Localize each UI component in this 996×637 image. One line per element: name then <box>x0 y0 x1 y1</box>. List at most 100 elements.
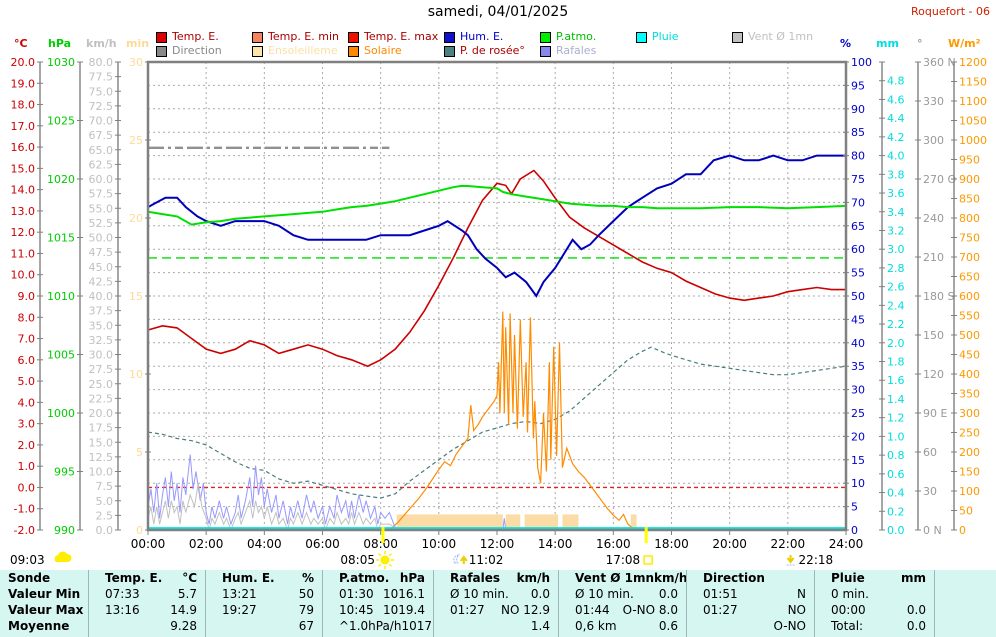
table-cell-row: 01:44 O-NO 8.0 <box>559 602 686 618</box>
event-marker-1708: 17:08 <box>606 527 653 567</box>
table-column-rafales: Rafales km/h Ø 10 min. 0.0 01:27 NO 12.9 1.4 <box>433 570 558 637</box>
cell-value <box>926 586 934 602</box>
legend-item-temp-e-max[interactable]: Temp. E. max <box>348 31 444 43</box>
unit-celsius: °C <box>14 37 28 50</box>
svg-text:0 N: 0 N <box>923 524 942 537</box>
column-name: Pluie <box>831 571 865 585</box>
table-cell-row: 00:00 0.0 <box>815 602 934 618</box>
table-cell-row: Ø 10 min. 0.0 <box>434 586 558 602</box>
svg-text:-1.0: -1.0 <box>14 503 35 516</box>
svg-text:15: 15 <box>851 454 865 467</box>
svg-text:12:00: 12:00 <box>480 537 515 551</box>
svg-text:400: 400 <box>959 368 980 381</box>
legend-item-p-de-ros-e-[interactable]: P. de rosée° <box>444 45 540 57</box>
legend-item-temp-e-[interactable]: Temp. E. <box>156 31 252 43</box>
svg-text:22.5: 22.5 <box>89 392 114 405</box>
cell-time: 13:21 <box>222 587 257 601</box>
cell-value: O-NO <box>773 619 806 633</box>
legend-swatch-icon <box>348 45 359 57</box>
svg-text:09:03: 09:03 <box>10 553 45 567</box>
table-cell-row: 01:27 NO 12.9 <box>434 602 558 618</box>
svg-text:35.0: 35.0 <box>89 319 114 332</box>
legend-item-vent-1mn[interactable]: Vent Ø 1mn <box>732 31 828 43</box>
svg-text:25: 25 <box>851 407 865 420</box>
cell-value: 9.28 <box>170 619 197 633</box>
cell-value: O-NO 8.0 <box>622 603 678 617</box>
svg-text:1050: 1050 <box>959 115 987 128</box>
cell-time: 10:45 <box>339 603 374 617</box>
table-column-header: Vent Ø 1mn km/h <box>559 570 686 586</box>
svg-text:95: 95 <box>851 79 865 92</box>
svg-text:100: 100 <box>851 56 872 69</box>
axis-min: 0 5 10 15 20 25 30 <box>129 56 151 537</box>
svg-text:0.0: 0.0 <box>887 524 905 537</box>
table-cell-row: 01:30 1016.1 <box>323 586 433 602</box>
svg-text:06:00: 06:00 <box>305 537 340 551</box>
svg-text:4.2: 4.2 <box>887 131 905 144</box>
svg-text:18:00: 18:00 <box>654 537 689 551</box>
svg-text:10.0: 10.0 <box>11 269 36 282</box>
svg-text:4.8: 4.8 <box>887 75 905 88</box>
svg-text:300: 300 <box>923 134 944 147</box>
legend-item-hum-e-[interactable]: Hum. E. <box>444 31 540 43</box>
svg-text:4.0: 4.0 <box>18 396 36 409</box>
svg-text:67.5: 67.5 <box>89 129 114 142</box>
cell-time: 07:33 <box>105 587 140 601</box>
svg-text:-2.0: -2.0 <box>14 524 35 537</box>
legend-label: Rafales <box>556 44 597 57</box>
svg-text:100: 100 <box>959 485 980 498</box>
table-cell-row: O-NO <box>687 618 814 634</box>
legend-label: Temp. E. min <box>268 30 339 43</box>
table-column-header: P.atmo. hPa <box>323 570 433 586</box>
svg-text:650: 650 <box>959 271 980 284</box>
statistics-table: Sonde Valeur Min Valeur Max Moyenne Temp. E.… <box>0 570 996 637</box>
svg-text:55: 55 <box>851 267 865 280</box>
cell-time: 01:30 <box>339 587 374 601</box>
svg-text:15.0: 15.0 <box>11 162 36 175</box>
svg-text:5.0: 5.0 <box>96 495 114 508</box>
table-cell-row: 01:51 N <box>687 586 814 602</box>
svg-text:2.6: 2.6 <box>887 281 905 294</box>
axis-dir: 0 N 30 60 90 E 120 150 180 S 210 240 270 O 300 330 3… <box>915 56 956 537</box>
legend-item-p-atmo-[interactable]: P.atmo. <box>540 31 636 43</box>
svg-text:20: 20 <box>851 430 865 443</box>
legend-item-temp-e-min[interactable]: Temp. E. min <box>252 31 348 43</box>
event-marker-0805: 08:05 <box>340 527 394 569</box>
svg-text:13.0: 13.0 <box>11 205 36 218</box>
svg-text:57.5: 57.5 <box>89 188 114 201</box>
weather-plot: -2.0 -1.0 0.0 1.0 2.0 3.0 4.0 5.0 6.0 7.0 8.0 9.0 10… <box>10 56 987 569</box>
svg-text:11.0: 11.0 <box>11 247 36 260</box>
legend-swatch-icon <box>348 31 359 43</box>
legend-swatch-icon <box>156 45 167 57</box>
svg-text:360 N: 360 N <box>923 56 956 69</box>
legend-item-ensoleilleme[interactable]: Ensoleilleme <box>252 45 348 57</box>
svg-text:22:00: 22:00 <box>771 537 806 551</box>
series-hum-e- <box>147 154 846 298</box>
legend-item-rafales[interactable]: Rafales <box>540 45 636 57</box>
svg-text:25: 25 <box>129 134 143 147</box>
svg-text:14.0: 14.0 <box>11 184 36 197</box>
table-cell-row: 07:33 5.7 <box>89 586 205 602</box>
svg-text:900: 900 <box>959 173 980 186</box>
svg-text:1000: 1000 <box>47 407 75 420</box>
svg-text:600: 600 <box>959 290 980 303</box>
svg-text:1005: 1005 <box>47 349 75 362</box>
cell-time: ^1.0hPa/h <box>339 619 402 633</box>
table-column-header: Hum. E.% <box>206 570 322 586</box>
svg-text:75.0: 75.0 <box>89 85 114 98</box>
svg-text:300: 300 <box>959 407 980 420</box>
svg-text:4.4: 4.4 <box>887 112 905 125</box>
svg-text:30: 30 <box>851 384 865 397</box>
cell-time: 0 min. <box>831 587 869 601</box>
svg-text:40: 40 <box>851 337 865 350</box>
legend-item-direction[interactable]: Direction <box>156 45 252 57</box>
svg-text:240: 240 <box>923 212 944 225</box>
cell-time: 01:27 <box>703 603 738 617</box>
svg-text:40.0: 40.0 <box>89 290 114 303</box>
svg-text:3.4: 3.4 <box>887 206 905 219</box>
table-empty-column <box>934 570 996 637</box>
legend-item-solaire[interactable]: Solaire <box>348 45 444 57</box>
legend-item-pluie[interactable]: Pluie <box>636 31 732 43</box>
cell-value: 79 <box>298 603 314 617</box>
